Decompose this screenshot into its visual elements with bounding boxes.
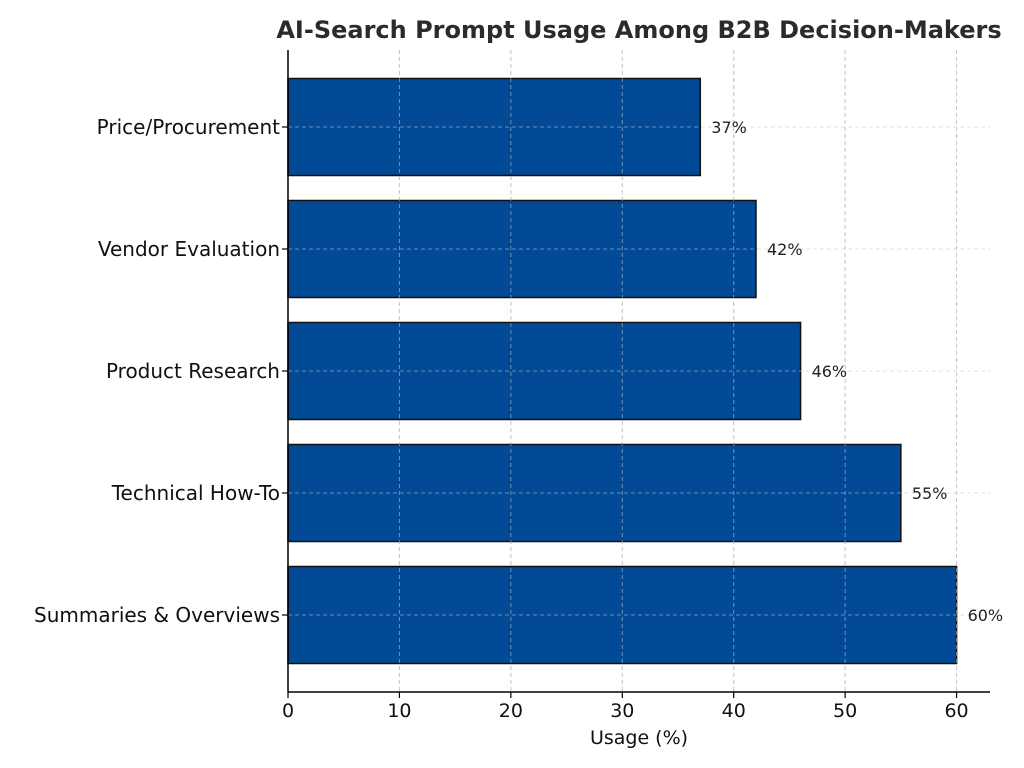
data-label: 46% <box>812 362 848 381</box>
x-tick-label: 40 <box>722 700 746 722</box>
x-tick-label: 10 <box>387 700 411 722</box>
y-tick-label: Summaries & Overviews <box>34 603 280 627</box>
y-tick-label: Vendor Evaluation <box>98 237 280 261</box>
x-tick-label: 50 <box>833 700 857 722</box>
x-tick-label: 20 <box>499 700 523 722</box>
data-label: 37% <box>711 118 747 137</box>
x-axis-title: Usage (%) <box>590 727 688 749</box>
data-label: 60% <box>968 606 1004 625</box>
x-tick-label: 0 <box>282 700 294 722</box>
x-tick-label: 30 <box>610 700 634 722</box>
data-label: 42% <box>767 240 803 259</box>
y-tick-label: Product Research <box>106 359 280 383</box>
x-tick-label: 60 <box>944 700 968 722</box>
chart-title: AI-Search Prompt Usage Among B2B Decisio… <box>276 16 1001 44</box>
label-layer: Summaries & Overviews 60% Technical How-To… <box>34 115 1003 722</box>
axis-layer <box>282 50 990 698</box>
y-tick-label: Price/Procurement <box>97 115 280 139</box>
data-label: 55% <box>912 484 948 503</box>
y-tick-label: Technical How-To <box>111 481 280 505</box>
